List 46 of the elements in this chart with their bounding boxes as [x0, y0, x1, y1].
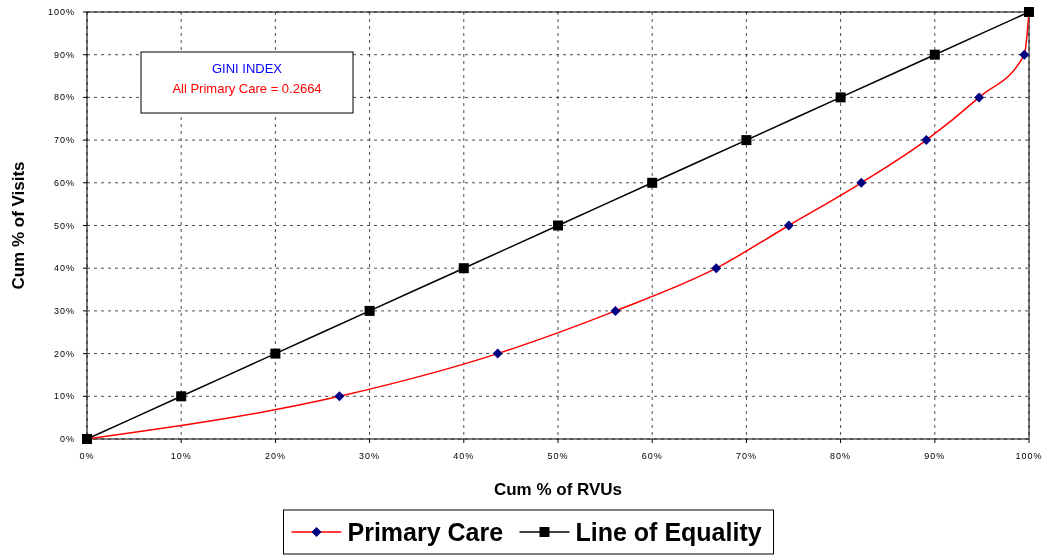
- point: [974, 92, 985, 103]
- y-tick-label: 20%: [53, 348, 75, 359]
- point: [741, 135, 752, 146]
- point: [835, 92, 846, 103]
- legend-label: Primary Care: [347, 518, 504, 546]
- x-axis-title: Cum % of RVUs: [493, 480, 623, 499]
- y-tick-label: 60%: [53, 177, 75, 188]
- x-tick-label: 100%: [1015, 451, 1043, 461]
- point: [647, 177, 658, 188]
- y-tick-label: 100%: [47, 7, 75, 17]
- y-tick-label: 40%: [53, 263, 75, 274]
- point: [270, 348, 281, 359]
- point: [492, 348, 503, 359]
- y-tick-label: 70%: [53, 135, 75, 146]
- point: [921, 135, 932, 146]
- point: [364, 305, 375, 316]
- x-tick-label: 80%: [830, 451, 852, 461]
- legend-label: Line of Equality: [575, 518, 762, 546]
- point: [1019, 49, 1030, 60]
- x-tick-label: 70%: [735, 451, 757, 461]
- y-tick-label: 90%: [53, 49, 75, 60]
- y-axis-title: Cum % of Visits: [9, 161, 28, 290]
- y-tick-label: 10%: [53, 391, 75, 402]
- point: [783, 220, 794, 231]
- point: [711, 263, 722, 274]
- point: [553, 220, 563, 231]
- point: [929, 49, 940, 60]
- annotation: All Primary Care = 0.2664: [172, 81, 322, 96]
- x-tick-label: 20%: [264, 451, 286, 461]
- x-tick-label: 30%: [359, 451, 381, 461]
- point: [334, 391, 345, 402]
- annotation: GINI INDEX: [211, 61, 283, 76]
- x-tick-label: 10%: [170, 451, 192, 461]
- y-tick-label: 50%: [53, 220, 75, 231]
- y-tick-label: 80%: [53, 92, 75, 103]
- x-tick-label: 60%: [641, 451, 663, 461]
- x-tick-label: 40%: [453, 451, 475, 461]
- point: [856, 177, 867, 188]
- point: [458, 263, 469, 274]
- point: [176, 391, 187, 402]
- x-tick-label: 50%: [547, 451, 569, 461]
- point: [610, 305, 621, 316]
- x-tick-label: 90%: [924, 451, 946, 461]
- y-tick-label: 0%: [59, 434, 75, 444]
- y-tick-label: 30%: [53, 305, 75, 316]
- x-tick-label: 0%: [79, 451, 95, 461]
